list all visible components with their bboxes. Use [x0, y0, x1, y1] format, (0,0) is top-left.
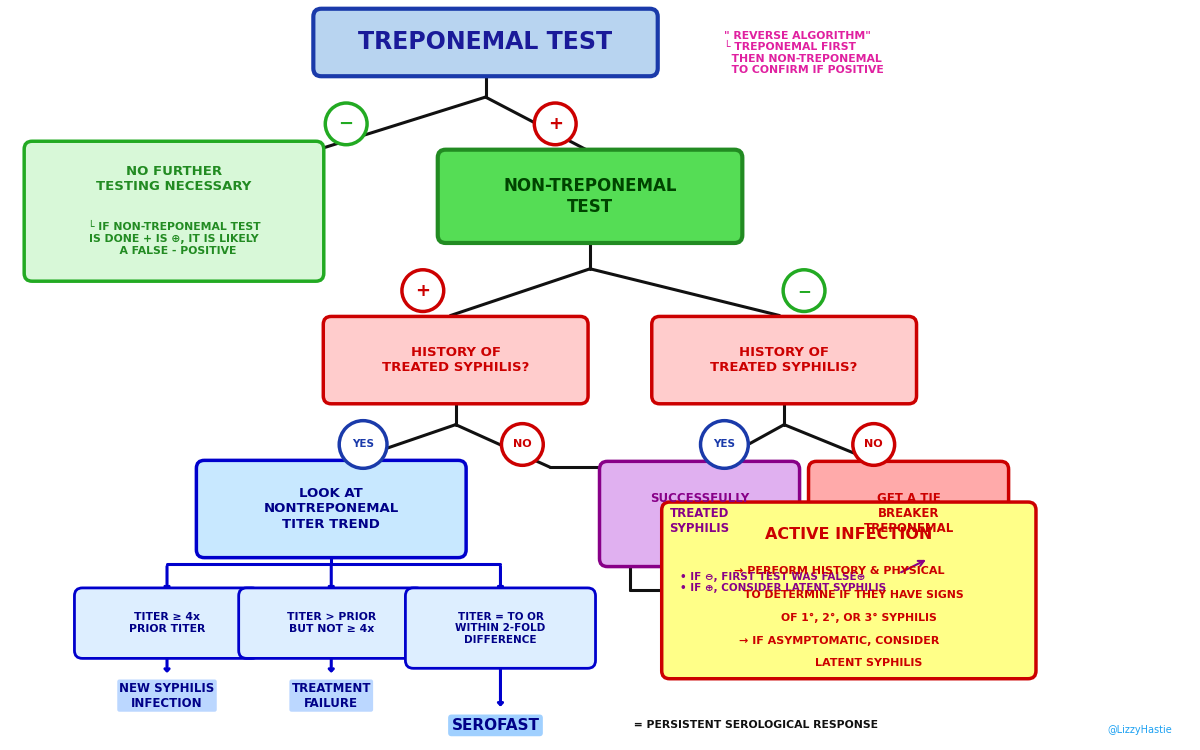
Text: LOOK AT
NONTREPONEMAL
TITER TREND: LOOK AT NONTREPONEMAL TITER TREND — [264, 488, 398, 530]
Text: TITER > PRIOR
BUT NOT ≥ 4x: TITER > PRIOR BUT NOT ≥ 4x — [287, 612, 376, 634]
Text: HISTORY OF
TREATED SYPHILIS?: HISTORY OF TREATED SYPHILIS? — [382, 346, 529, 374]
FancyBboxPatch shape — [652, 316, 917, 404]
Text: └ IF NON-TREPONEMAL TEST
IS DONE + IS ⊕, IT IS LIKELY
  A FALSE - POSITIVE: └ IF NON-TREPONEMAL TEST IS DONE + IS ⊕,… — [88, 223, 260, 256]
Circle shape — [701, 421, 749, 468]
FancyBboxPatch shape — [661, 502, 1036, 679]
FancyBboxPatch shape — [323, 316, 588, 404]
FancyBboxPatch shape — [24, 141, 324, 281]
Text: @LizzyHastie: @LizzyHastie — [1108, 725, 1172, 735]
Text: TITER = TO OR
WITHIN 2-FOLD
DIFFERENCE: TITER = TO OR WITHIN 2-FOLD DIFFERENCE — [455, 611, 546, 645]
Text: OF 1°, 2°, OR 3° SYPHILIS: OF 1°, 2°, OR 3° SYPHILIS — [781, 614, 937, 623]
Circle shape — [853, 424, 895, 465]
Text: YES: YES — [352, 440, 374, 449]
Text: SEROFAST: SEROFAST — [451, 718, 540, 733]
Text: SUCCESSFULLY
TREATED
SYPHILIS: SUCCESSFULLY TREATED SYPHILIS — [650, 493, 749, 536]
Text: TREATMENT
FAILURE: TREATMENT FAILURE — [292, 682, 371, 710]
Text: → PERFORM HISTORY & PHYSICAL: → PERFORM HISTORY & PHYSICAL — [733, 566, 944, 575]
Circle shape — [784, 270, 824, 311]
Text: NO FURTHER
TESTING NECESSARY: NO FURTHER TESTING NECESSARY — [96, 166, 252, 194]
FancyBboxPatch shape — [74, 588, 259, 658]
Text: TREPONEMAL TEST: TREPONEMAL TEST — [359, 31, 612, 55]
Text: NO: NO — [514, 440, 532, 449]
FancyBboxPatch shape — [809, 461, 1008, 566]
Circle shape — [502, 424, 544, 465]
Circle shape — [402, 270, 444, 311]
Text: • IF ⊖, FIRST TEST WAS FALSE⊕
• IF ⊕, CONSIDER LATENT SYPHILIS: • IF ⊖, FIRST TEST WAS FALSE⊕ • IF ⊕, CO… — [679, 572, 886, 593]
Text: +: + — [415, 282, 431, 300]
Text: TO DETERMINE IF THEY HAVE SIGNS: TO DETERMINE IF THEY HAVE SIGNS — [744, 590, 964, 600]
Text: ACTIVE INFECTION: ACTIVE INFECTION — [766, 527, 932, 542]
FancyBboxPatch shape — [438, 150, 743, 243]
Text: → IF ASYMPTOMATIC, CONSIDER: → IF ASYMPTOMATIC, CONSIDER — [739, 636, 940, 646]
Text: NEW SYPHILIS
INFECTION: NEW SYPHILIS INFECTION — [119, 682, 215, 710]
Text: +: + — [547, 115, 563, 133]
Text: LATENT SYPHILIS: LATENT SYPHILIS — [815, 658, 923, 668]
Text: −: − — [338, 115, 354, 133]
Text: HISTORY OF
TREATED SYPHILIS?: HISTORY OF TREATED SYPHILIS? — [710, 346, 858, 374]
Text: YES: YES — [714, 440, 736, 449]
Circle shape — [325, 103, 367, 145]
FancyBboxPatch shape — [197, 460, 466, 558]
Circle shape — [534, 103, 576, 145]
Text: = PERSISTENT SEROLOGICAL RESPONSE: = PERSISTENT SEROLOGICAL RESPONSE — [630, 721, 878, 730]
Text: TITER ≥ 4x
PRIOR TITER: TITER ≥ 4x PRIOR TITER — [128, 612, 205, 634]
Text: " REVERSE ALGORITHM"
└ TREPONEMAL FIRST
  THEN NON-TREPONEMAL
  TO CONFIRM IF PO: " REVERSE ALGORITHM" └ TREPONEMAL FIRST … — [725, 31, 884, 76]
Text: NO: NO — [864, 440, 883, 449]
FancyBboxPatch shape — [313, 9, 658, 76]
Text: −: − — [797, 282, 811, 300]
FancyBboxPatch shape — [239, 588, 424, 658]
FancyBboxPatch shape — [406, 588, 595, 668]
Circle shape — [340, 421, 386, 468]
Text: NON-TREPONEMAL
TEST: NON-TREPONEMAL TEST — [503, 177, 677, 216]
Text: GET A TIE
BREAKER
TREPONEMAL: GET A TIE BREAKER TREPONEMAL — [864, 493, 954, 536]
FancyBboxPatch shape — [600, 461, 799, 566]
